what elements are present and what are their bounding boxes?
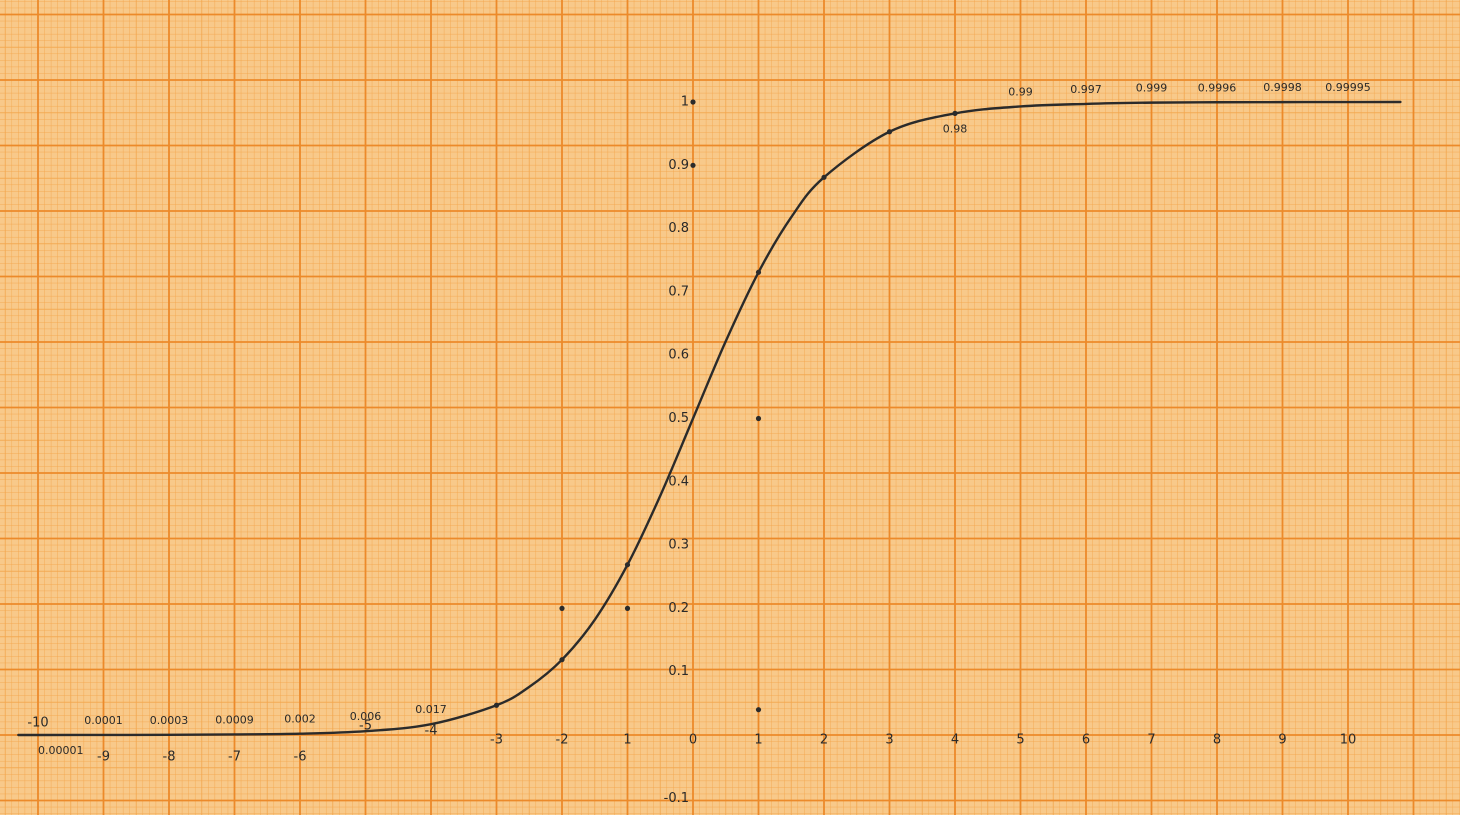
x-tick-label: -3 — [490, 733, 503, 748]
x-tick-label: -5 — [359, 719, 372, 734]
x-tick-label: 4 — [951, 733, 959, 748]
y-tick-label: 0.9 — [668, 158, 689, 173]
x-tick-label: 6 — [1082, 733, 1090, 748]
x-tick-label: -7 — [228, 750, 241, 765]
y-tick-label: 1 — [681, 95, 689, 110]
x-tick-label: 1 — [754, 733, 762, 748]
point-value-label: 0.997 — [1070, 83, 1102, 96]
point-value-label: 0.99 — [1008, 85, 1033, 98]
x-tick-label: 2 — [820, 733, 828, 748]
point-value-label: 0.98 — [943, 122, 968, 135]
series-line-0 — [17, 100, 1402, 737]
y-tick-label: 0.5 — [668, 411, 689, 426]
x-tick-label: 1 — [623, 733, 631, 748]
x-tick-label: 0 — [689, 733, 697, 748]
point-value-label: 0.999 — [1136, 82, 1168, 95]
marker-point — [952, 110, 958, 116]
x-tick-label: -10 — [27, 716, 48, 731]
marker-point — [821, 174, 827, 180]
x-tick-label: 8 — [1213, 733, 1221, 748]
point-value-label: 0.9996 — [1198, 81, 1237, 94]
point-value-label: 0.0009 — [215, 713, 254, 726]
y-tick-label: 0.6 — [668, 348, 689, 363]
point-value-label: 0.002 — [284, 713, 316, 726]
point-value-label: 0.9998 — [1263, 81, 1302, 94]
x-tick-label: -9 — [97, 750, 110, 765]
point-labels: 0.00001 0.0001 0.0003 0.0009 0.002 0.006 0.017… — [38, 81, 1371, 757]
point-value-label: 0.0001 — [84, 714, 123, 727]
marker-point — [755, 707, 762, 713]
marker-point — [624, 562, 631, 568]
marker-point — [559, 605, 565, 612]
x-tick-label: -6 — [294, 750, 307, 765]
y-tick-label: 0.4 — [668, 474, 689, 489]
y-tick-label: 0.2 — [668, 601, 689, 616]
x-tick-label: 7 — [1147, 733, 1155, 748]
y-tick-label: 0.8 — [668, 221, 689, 236]
x-tick-label: 10 — [1340, 733, 1357, 748]
series-layer — [17, 100, 1402, 737]
x-tick-label: -8 — [163, 750, 176, 765]
y-tick-label: 0.7 — [668, 284, 689, 299]
marker-point — [493, 702, 500, 708]
x-tick-label: -2 — [556, 733, 569, 748]
marker-point — [886, 129, 893, 135]
marker-point — [690, 99, 696, 105]
x-tick-label: 5 — [1016, 733, 1024, 748]
y-tick-labels: -0.1 0.1 0.2 0.3 0.4 0.5 0.6 0.7 0.8 0.9 1 — [664, 95, 689, 806]
marker-point — [690, 162, 696, 168]
marker-point — [624, 605, 631, 612]
marker-layer — [493, 99, 958, 713]
marker-point — [559, 657, 565, 663]
y-tick-label: 0.1 — [668, 664, 689, 679]
y-tick-label: 0.3 — [668, 538, 689, 553]
x-tick-label: 9 — [1278, 733, 1286, 748]
marker-point — [755, 269, 762, 275]
point-value-label: 0.0003 — [150, 714, 189, 727]
x-tick-label: 3 — [885, 733, 893, 748]
point-value-label: 0.017 — [415, 703, 447, 716]
marker-point — [755, 415, 762, 422]
x-tick-label: -4 — [425, 724, 438, 739]
point-value-label: 0.00001 — [38, 744, 84, 757]
x-tick-labels: -10-9 -8 -7 -6-5 -4-3 -2 1 0 1 2 3 4 5 6 7 8 9 10 — [27, 716, 1356, 765]
y-tick-label: -0.1 — [664, 791, 689, 806]
point-value-label: 0.006 — [350, 710, 382, 723]
point-value-label: 0.99995 — [1325, 81, 1371, 94]
